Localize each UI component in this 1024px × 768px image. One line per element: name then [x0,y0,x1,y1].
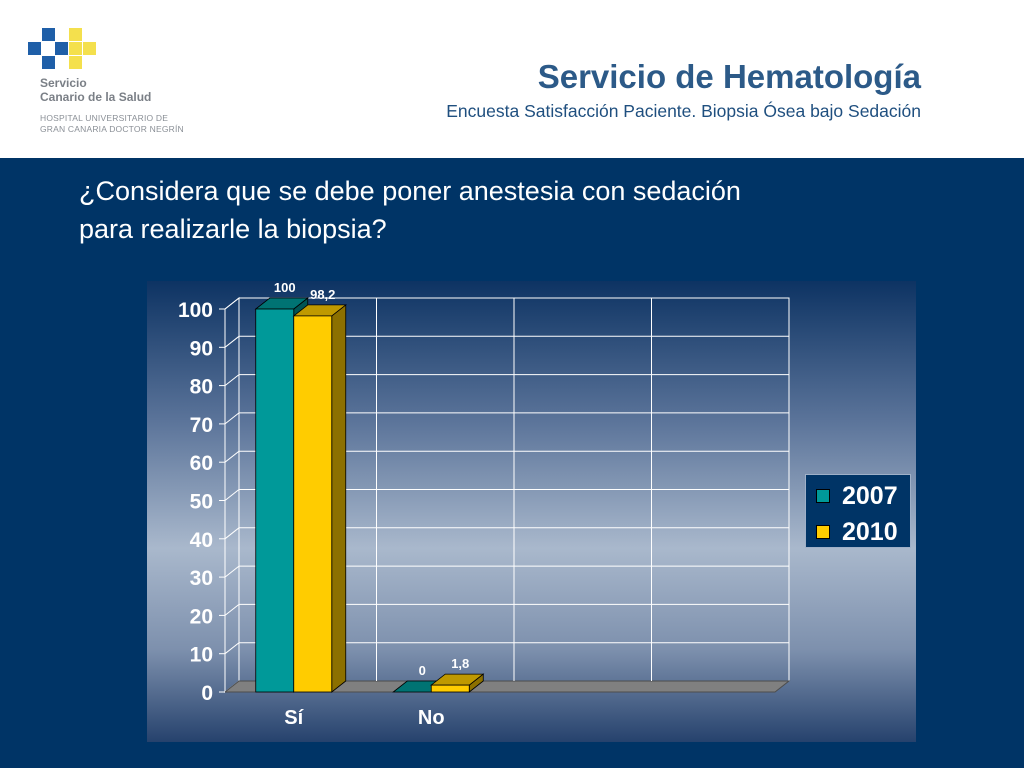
chart-legend: 2007 2010 [805,474,911,548]
legend-label-2007: 2007 [842,482,898,510]
survey-question: ¿Considera que se debe poner anestesia c… [79,172,939,248]
legend-swatch-2010 [816,525,830,539]
y-tick-label: 90 [190,337,213,360]
bar-no-2010 [430,684,470,693]
scs-logo [28,28,96,69]
legend-swatch-2007 [816,489,830,503]
y-tick-label: 0 [201,682,213,705]
bar-chart: 0 10 20 30 40 50 60 70 80 90 100 100 98,2 Sí 0 1,8 No [178,281,791,729]
slide-header: Servicio Canario de la Salud HOSPITAL UN… [0,0,1024,158]
data-label: 98,2 [310,287,335,302]
gridline [224,412,789,425]
chart-floor [223,680,791,693]
y-tick-label: 10 [190,644,213,667]
data-label: 1,8 [451,656,469,671]
chart-panel: 0 10 20 30 40 50 60 70 80 90 100 100 98,2 Sí 0 1,8 No [147,281,916,742]
y-tick-label: 40 [190,529,213,552]
org-name-line1: Servicio [40,76,87,90]
gridline [224,489,789,501]
bar-s-2010-side [331,304,347,693]
gridline [224,642,789,655]
question-line2: para realizarle la biopsia? [79,214,387,244]
y-tick-label: 70 [190,414,213,437]
gridline [224,603,789,616]
y-tick-label: 50 [190,491,213,514]
gridline [224,527,789,540]
bar-s-2007 [255,308,295,693]
legend-label-2010: 2010 [842,518,898,546]
hospital-name-line2: GRAN CANARIA DOCTOR NEGRÍN [40,124,184,134]
org-name-line2: Canario de la Salud [40,90,152,104]
gridline [224,450,789,463]
question-line1: ¿Considera que se debe poner anestesia c… [79,176,741,206]
gridline [224,297,789,310]
gridline [224,565,789,578]
x-tick-label: Sí [284,707,304,729]
page-subtitle: Encuesta Satisfacción Paciente. Biopsia … [446,101,921,121]
data-label: 100 [274,281,296,295]
y-tick-label: 20 [190,605,213,628]
x-tick-label: No [418,707,445,729]
gridline [224,335,789,348]
hospital-name-line1: HOSPITAL UNIVERSITARIO DE [40,113,169,123]
bar-s-2010 [293,315,333,693]
y-tick-label: 100 [178,299,213,322]
data-label: 0 [419,663,426,678]
y-tick-label: 60 [190,452,213,475]
y-tick-label: 30 [190,567,213,590]
page-title: Servicio de Hematología [537,58,921,95]
y-tick-label: 80 [190,376,213,399]
gridline [224,374,789,386]
